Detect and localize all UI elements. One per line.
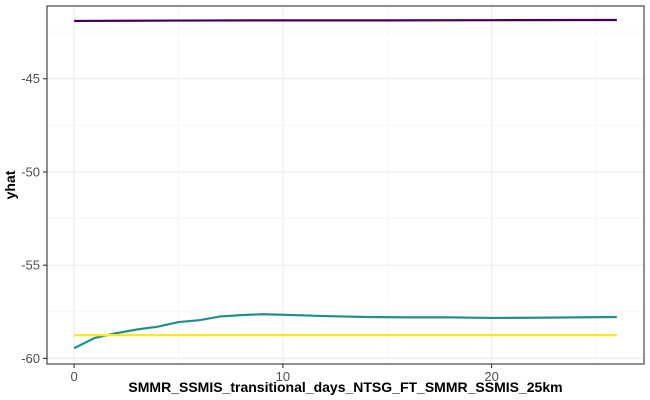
y-tick-label: -55	[21, 258, 40, 273]
minor-gridlines	[47, 6, 644, 364]
y-axis-ticks: -60 -55 -50 -45	[21, 71, 47, 366]
x-tick-label: 0	[71, 369, 78, 384]
plot-border	[46, 5, 645, 365]
x-tick-label: 10	[276, 369, 290, 384]
series-line-2	[73, 313, 617, 350]
plot-background	[47, 6, 644, 364]
x-axis-ticks: 0 10 20	[71, 364, 499, 384]
series-line-1	[74, 18, 617, 23]
y-axis-title: yhat	[2, 170, 18, 199]
y-tick-label: -45	[21, 71, 40, 86]
y-tick-label: -60	[21, 351, 40, 366]
major-gridlines	[47, 6, 644, 364]
series-layer	[73, 18, 617, 350]
x-axis-title: SMMR_SSMIS_transitional_days_NTSG_FT_SMM…	[128, 379, 562, 395]
x-tick-label: 20	[484, 369, 498, 384]
y-tick-label: -50	[21, 164, 40, 179]
